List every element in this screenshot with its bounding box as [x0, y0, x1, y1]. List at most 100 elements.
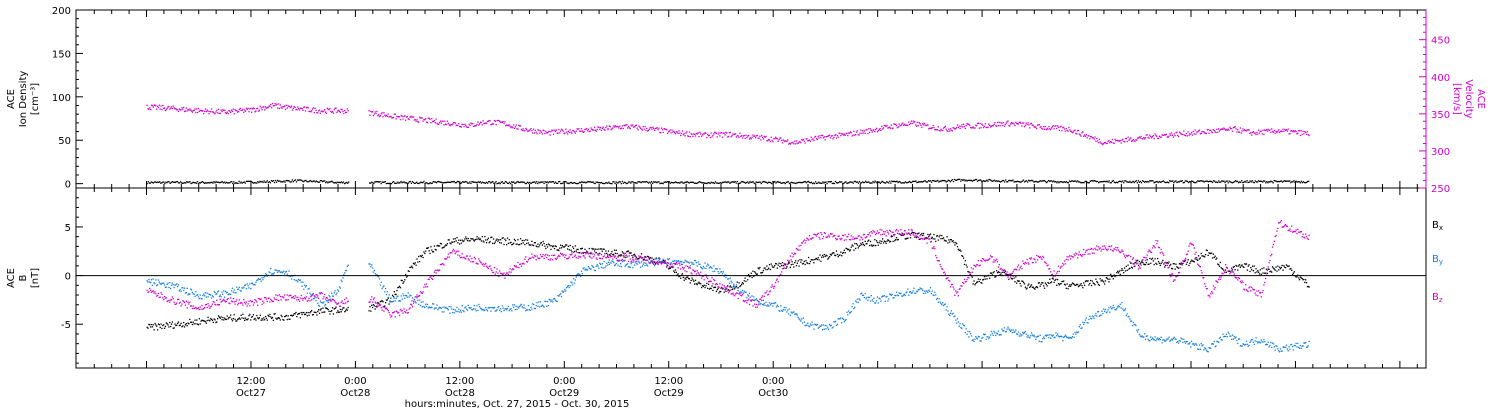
data-point	[708, 134, 711, 136]
data-point	[149, 326, 152, 328]
data-point	[626, 182, 629, 184]
data-point	[539, 301, 542, 303]
data-point	[1305, 133, 1308, 135]
data-point	[184, 292, 187, 294]
data-point	[874, 302, 876, 304]
data-point	[1047, 179, 1050, 182]
data-point	[856, 244, 859, 246]
data-point	[810, 324, 812, 326]
data-point	[421, 306, 423, 308]
data-point	[929, 127, 932, 129]
data-point	[1026, 287, 1028, 289]
data-point	[519, 125, 522, 127]
data-point	[1275, 180, 1277, 182]
data-point	[1209, 347, 1211, 349]
data-point	[931, 236, 933, 238]
data-point	[534, 307, 537, 310]
data-point	[653, 127, 655, 130]
data-point	[460, 311, 463, 313]
data-point	[897, 238, 899, 241]
data-point	[865, 180, 867, 182]
data-point	[1305, 279, 1307, 281]
data-point	[277, 179, 279, 182]
data-point	[1224, 335, 1227, 338]
data-point	[1175, 180, 1177, 182]
data-point	[185, 182, 187, 184]
data-point	[313, 297, 315, 300]
data-point	[523, 239, 525, 242]
data-point	[720, 132, 722, 134]
data-point	[1101, 310, 1103, 312]
data-point	[874, 180, 876, 182]
data-point	[635, 256, 637, 258]
data-point	[278, 270, 281, 272]
data-point	[613, 249, 616, 251]
data-point	[719, 182, 722, 184]
data-point	[840, 181, 842, 183]
data-point	[561, 182, 563, 185]
data-point	[959, 249, 961, 251]
data-point	[837, 136, 839, 138]
data-point	[890, 235, 893, 238]
data-point	[793, 182, 795, 184]
data-point	[257, 279, 259, 281]
data-point	[280, 314, 282, 317]
data-point	[1043, 128, 1046, 130]
data-point	[982, 126, 985, 129]
data-point	[620, 254, 622, 256]
data-point	[709, 136, 711, 139]
data-point	[200, 297, 202, 300]
data-point	[303, 106, 305, 108]
data-point	[801, 322, 804, 324]
data-point	[310, 294, 312, 296]
data-point	[383, 112, 385, 114]
data-point	[629, 127, 631, 130]
data-point	[1197, 131, 1199, 133]
data-point	[1262, 129, 1264, 131]
data-point	[796, 142, 798, 145]
data-point	[865, 243, 867, 245]
data-point	[1263, 133, 1265, 136]
data-point	[565, 180, 567, 183]
data-point	[579, 130, 582, 132]
data-point	[725, 181, 727, 183]
data-point	[939, 301, 941, 303]
data-point	[868, 296, 871, 299]
data-point	[1130, 266, 1133, 268]
data-point	[168, 105, 170, 108]
data-point	[213, 290, 215, 293]
data-point	[779, 310, 781, 312]
data-point	[762, 138, 765, 140]
data-point	[1003, 327, 1006, 329]
data-point	[380, 300, 382, 302]
data-point	[899, 125, 901, 127]
data-point	[634, 124, 637, 127]
data-point	[465, 124, 467, 127]
data-point	[426, 121, 429, 124]
data-point	[1128, 315, 1130, 318]
data-point	[978, 280, 980, 283]
data-point	[267, 314, 269, 316]
data-point	[694, 259, 697, 262]
data-point	[760, 302, 762, 305]
data-point	[805, 260, 807, 262]
data-point	[224, 318, 227, 320]
data-point	[614, 264, 617, 266]
data-point	[1148, 137, 1150, 139]
data-point	[813, 139, 815, 142]
data-point	[509, 242, 511, 244]
data-point	[836, 323, 839, 325]
data-point	[398, 300, 401, 302]
data-point	[378, 278, 381, 280]
data-point	[269, 271, 271, 274]
data-point	[1129, 267, 1131, 269]
data-point	[995, 334, 997, 337]
data-point	[976, 337, 978, 339]
data-point	[1189, 342, 1191, 344]
data-point	[338, 110, 341, 113]
data-point	[429, 252, 431, 255]
data-point	[965, 124, 967, 127]
data-point	[1067, 182, 1070, 184]
data-point	[1212, 180, 1215, 182]
data-point	[1130, 320, 1132, 322]
